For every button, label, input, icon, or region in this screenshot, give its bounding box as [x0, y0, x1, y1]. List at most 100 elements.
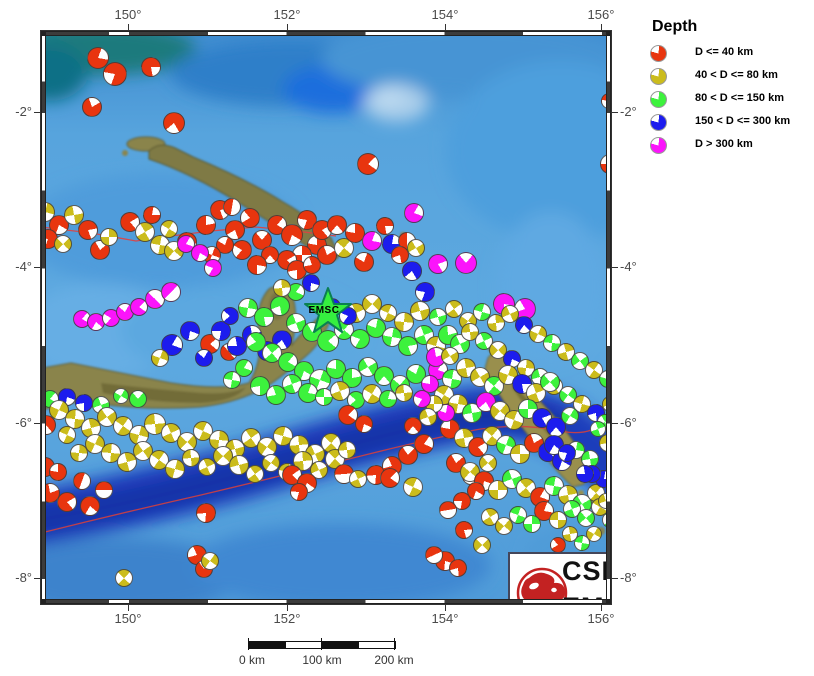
focal-mechanism: [290, 483, 308, 501]
emsc-event-star-icon: [304, 287, 352, 333]
focal-mechanism: [473, 303, 491, 321]
focal-mechanism: [419, 408, 437, 426]
map-canvas: EMSC EMSC (EMMA V2.2; Vannucci & Gasperi…: [40, 30, 612, 605]
focal-mechanism: [117, 452, 137, 472]
focal-mechanism: [489, 341, 507, 359]
focal-mechanism: [180, 321, 200, 341]
axis-tick-top: [128, 24, 129, 30]
focal-mechanism: [240, 208, 260, 228]
focal-mechanism: [221, 307, 239, 325]
focal-mechanism: [404, 203, 424, 223]
axis-label-top: 152°: [273, 7, 301, 22]
focal-mechanism: [455, 252, 477, 274]
focal-mechanism: [229, 455, 249, 475]
focal-mechanism: [558, 444, 576, 462]
focal-mechanism: [557, 343, 575, 361]
focal-mechanism: [223, 371, 241, 389]
focal-mechanism: [281, 224, 303, 246]
axis-label-right: -6°: [620, 415, 637, 430]
focal-mechanism: [338, 405, 358, 425]
map-frame-top: [41, 31, 611, 36]
focal-mechanism: [473, 536, 491, 554]
focal-mechanism: [317, 330, 339, 352]
focal-mechanism: [495, 517, 513, 535]
axis-tick-right: [612, 423, 618, 424]
axis-label-bottom: 154°: [431, 611, 459, 626]
focal-mechanism: [201, 552, 219, 570]
legend-item-2: 40 < D <= 80 km: [645, 65, 813, 88]
csem-emsc-logo: CSEM EMSC: [508, 552, 611, 604]
focal-mechanism: [349, 470, 367, 488]
axis-tick-top: [287, 24, 288, 30]
focal-mechanism: [330, 381, 350, 401]
scale-label-200: 200 km: [374, 653, 414, 667]
focal-mechanism: [82, 97, 102, 117]
focal-mechanism: [246, 332, 266, 352]
focal-mechanism: [391, 246, 409, 264]
focal-mechanism: [143, 206, 161, 224]
axis-label-bottom: 150°: [114, 611, 142, 626]
focal-mechanism: [563, 500, 581, 518]
focal-mechanism: [216, 236, 234, 254]
focal-mechanism: [80, 496, 100, 516]
legend-beachball-icon: [650, 45, 667, 62]
focal-mechanism: [225, 220, 245, 240]
focal-mechanism: [415, 282, 435, 302]
focal-mechanism: [95, 481, 113, 499]
legend-item-label: D <= 40 km: [695, 46, 754, 58]
axis-label-top: 154°: [431, 7, 459, 22]
focal-mechanism: [562, 526, 578, 542]
focal-mechanism: [247, 255, 267, 275]
focal-mechanism: [160, 220, 178, 238]
depth-legend: Depth D <= 40 km 40 < D <= 80 km 80 < D <=…: [645, 18, 813, 157]
axis-tick-right: [612, 578, 618, 579]
legend-item-label: 150 < D <= 300 km: [695, 115, 791, 127]
focal-mechanism: [58, 426, 76, 444]
focal-mechanism: [182, 449, 200, 467]
focal-mechanism: [161, 282, 181, 302]
focal-mechanism: [327, 215, 347, 235]
focal-mechanism: [362, 231, 382, 251]
legend-item-label: 40 < D <= 80 km: [695, 69, 778, 81]
axis-label-bottom: 156°: [587, 611, 615, 626]
axis-tick-bottom: [445, 605, 446, 611]
focal-mechanism: [407, 239, 425, 257]
focal-mechanism: [425, 546, 443, 564]
axis-tick-left: [34, 578, 40, 579]
axis-tick-top: [601, 24, 602, 30]
focal-mechanism: [196, 215, 216, 235]
focal-mechanism-layer: [41, 31, 611, 604]
focal-mechanism: [129, 390, 147, 408]
focal-mechanism: [113, 388, 129, 404]
focal-mechanism: [509, 506, 527, 524]
axis-tick-left: [34, 267, 40, 268]
focal-mechanism: [487, 314, 505, 332]
focal-mechanism: [151, 349, 169, 367]
focal-mechanism: [395, 384, 413, 402]
axis-tick-right: [612, 267, 618, 268]
focal-mechanism: [523, 515, 541, 533]
focal-mechanism: [550, 537, 566, 553]
legend-item-3: 80 < D <= 150 km: [645, 88, 813, 111]
focal-mechanism: [198, 458, 216, 476]
focal-mechanism: [414, 434, 434, 454]
focal-mechanism: [87, 47, 109, 69]
legend-item-4: 150 < D <= 300 km: [645, 111, 813, 134]
focal-mechanism: [402, 261, 422, 281]
focal-mechanism: [211, 321, 231, 341]
axis-label-right: -8°: [620, 570, 637, 585]
focal-mechanism: [262, 454, 280, 472]
focal-mechanism: [455, 521, 473, 539]
focal-mechanism: [559, 386, 577, 404]
focal-mechanism: [163, 112, 185, 134]
focal-mechanism: [49, 463, 67, 481]
focal-mechanism: [334, 238, 354, 258]
focal-mechanism: [165, 459, 185, 479]
focal-mechanism: [379, 304, 397, 322]
focal-mechanism: [445, 300, 463, 318]
focal-mechanism: [410, 301, 430, 321]
focal-mechanism: [204, 259, 222, 277]
scale-bar-segments: [248, 641, 396, 649]
focal-mechanism: [571, 352, 589, 370]
focal-mechanism: [115, 569, 133, 587]
